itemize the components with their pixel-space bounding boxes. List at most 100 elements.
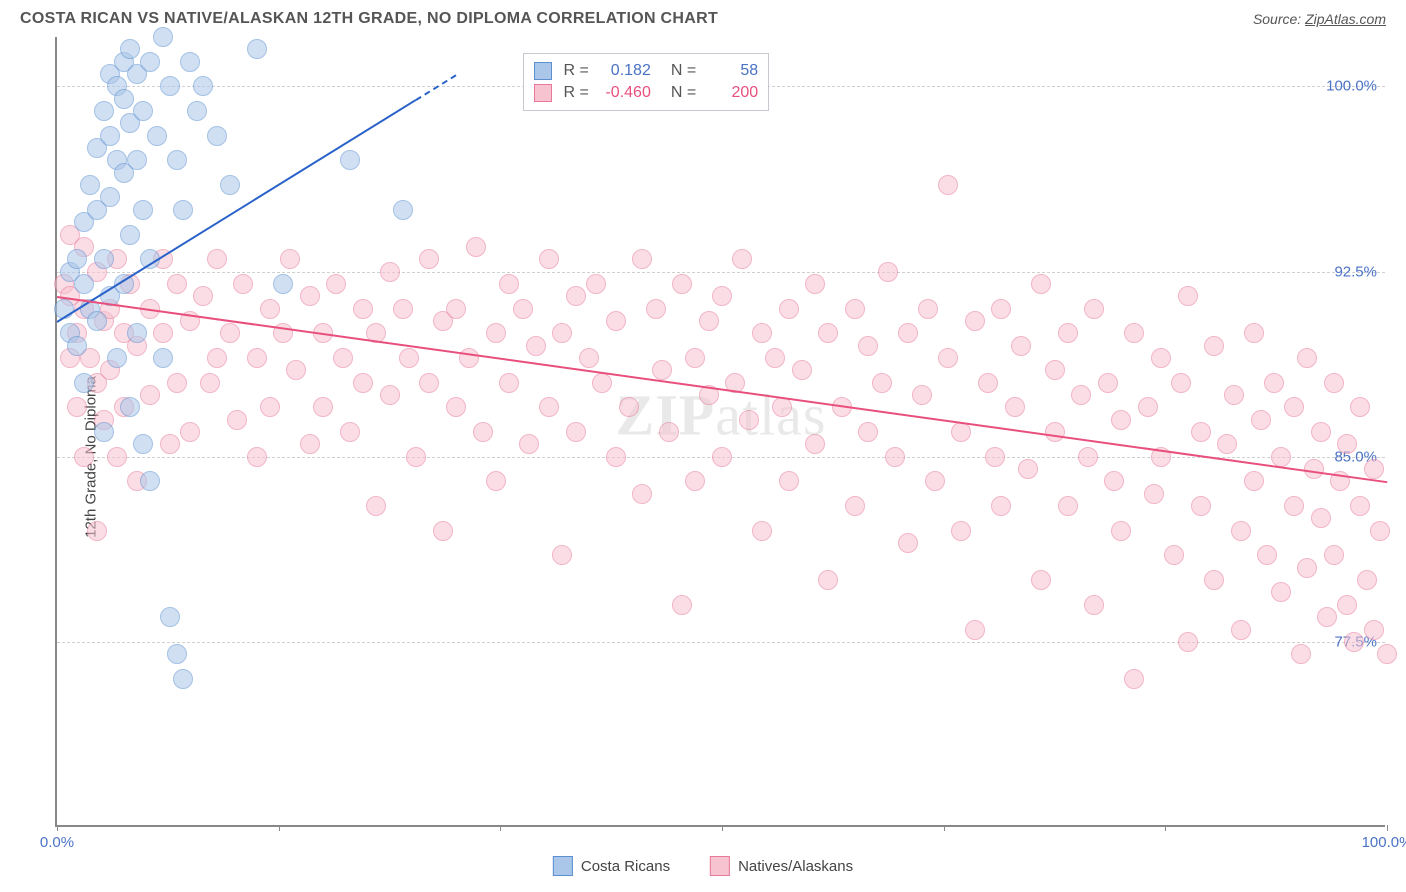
data-point (333, 348, 353, 368)
data-point (1337, 434, 1357, 454)
data-point (878, 262, 898, 282)
legend-swatch (710, 856, 730, 876)
data-point (133, 101, 153, 121)
chart-title: COSTA RICAN VS NATIVE/ALASKAN 12TH GRADE… (20, 10, 718, 28)
data-point (965, 311, 985, 331)
data-point (233, 274, 253, 294)
data-point (260, 299, 280, 319)
data-point (380, 262, 400, 282)
data-point (818, 570, 838, 590)
data-point (353, 299, 373, 319)
data-point (114, 89, 134, 109)
data-point (1031, 274, 1051, 294)
data-point (180, 422, 200, 442)
x-tick (57, 825, 58, 831)
data-point (592, 373, 612, 393)
data-point (805, 274, 825, 294)
data-point (752, 521, 772, 541)
data-point (433, 521, 453, 541)
r-value: -0.460 (597, 84, 651, 102)
data-point (107, 447, 127, 467)
data-point (918, 299, 938, 319)
data-point (1178, 286, 1198, 306)
data-point (672, 274, 692, 294)
data-point (1164, 545, 1184, 565)
correlation-legend: R =0.182N =58R =-0.460N =200 (523, 53, 770, 111)
data-point (1377, 644, 1397, 664)
data-point (1138, 397, 1158, 417)
data-point (858, 336, 878, 356)
data-point (712, 447, 732, 467)
data-point (1271, 447, 1291, 467)
data-point (1324, 373, 1344, 393)
data-point (393, 299, 413, 319)
x-tick (1387, 825, 1388, 831)
data-point (779, 299, 799, 319)
source-link[interactable]: ZipAtlas.com (1305, 11, 1386, 27)
data-point (1111, 521, 1131, 541)
data-point (1084, 299, 1104, 319)
data-point (539, 397, 559, 417)
data-point (579, 348, 599, 368)
data-point (1284, 496, 1304, 516)
data-point (1284, 397, 1304, 417)
legend-swatch (534, 62, 552, 80)
data-point (419, 373, 439, 393)
data-point (167, 274, 187, 294)
data-point (752, 323, 772, 343)
x-tick (500, 825, 501, 831)
data-point (1297, 558, 1317, 578)
data-point (1311, 508, 1331, 528)
data-point (1058, 323, 1078, 343)
data-point (160, 434, 180, 454)
data-point (300, 434, 320, 454)
data-point (160, 76, 180, 96)
data-point (772, 397, 792, 417)
data-point (120, 225, 140, 245)
data-point (380, 385, 400, 405)
data-point (646, 299, 666, 319)
data-point (67, 397, 87, 417)
data-point (207, 126, 227, 146)
data-point (193, 76, 213, 96)
data-point (1311, 422, 1331, 442)
data-point (100, 126, 120, 146)
data-point (74, 447, 94, 467)
data-point (1224, 385, 1244, 405)
data-point (1124, 323, 1144, 343)
correlation-row: R =-0.460N =200 (534, 82, 759, 104)
data-point (247, 447, 267, 467)
data-point (107, 348, 127, 368)
correlation-row: R =0.182N =58 (534, 60, 759, 82)
data-point (94, 422, 114, 442)
x-tick-label: 100.0% (1362, 834, 1406, 851)
data-point (459, 348, 479, 368)
data-point (1231, 521, 1251, 541)
data-point (499, 274, 519, 294)
data-point (193, 286, 213, 306)
data-point (606, 447, 626, 467)
data-point (1231, 620, 1251, 640)
data-point (672, 595, 692, 615)
data-point (898, 533, 918, 553)
data-point (632, 249, 652, 269)
data-point (1005, 397, 1025, 417)
data-point (1018, 459, 1038, 479)
data-point (207, 348, 227, 368)
data-point (526, 336, 546, 356)
legend-label: Costa Ricans (581, 858, 670, 875)
data-point (845, 299, 865, 319)
data-point (133, 200, 153, 220)
data-point (153, 348, 173, 368)
data-point (120, 397, 140, 417)
data-point (286, 360, 306, 380)
n-value: 58 (704, 62, 758, 80)
data-point (87, 311, 107, 331)
data-point (173, 669, 193, 689)
data-point (1204, 570, 1224, 590)
data-point (845, 496, 865, 516)
data-point (1317, 607, 1337, 627)
data-point (1124, 669, 1144, 689)
data-point (938, 348, 958, 368)
n-label: N = (671, 84, 696, 102)
